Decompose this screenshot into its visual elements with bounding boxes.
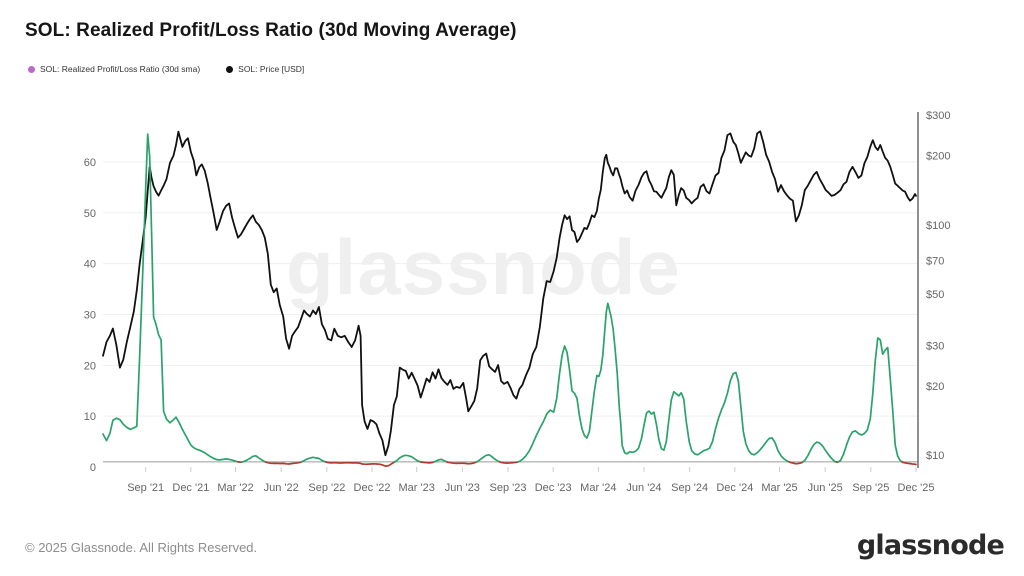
svg-text:30: 30 bbox=[84, 310, 96, 322]
svg-text:40: 40 bbox=[84, 259, 96, 271]
svg-text:Jun '22: Jun '22 bbox=[264, 482, 299, 494]
svg-text:60: 60 bbox=[84, 157, 96, 169]
svg-text:20: 20 bbox=[84, 360, 96, 372]
svg-text:$20: $20 bbox=[926, 381, 944, 393]
legend-item-label: SOL: Price [USD] bbox=[238, 64, 305, 74]
svg-text:Mar '23: Mar '23 bbox=[399, 482, 435, 494]
svg-text:Dec '22: Dec '22 bbox=[354, 482, 391, 494]
legend-item-label: SOL: Realized Profit/Loss Ratio (30d sma… bbox=[40, 64, 201, 74]
chart-legend: SOL: Realized Profit/Loss Ratio (30d sma… bbox=[28, 64, 304, 74]
svg-text:50: 50 bbox=[84, 208, 96, 220]
svg-text:Dec '25: Dec '25 bbox=[898, 482, 935, 494]
legend-item-price[interactable]: SOL: Price [USD] bbox=[226, 64, 304, 74]
svg-text:$30: $30 bbox=[926, 340, 944, 352]
price-series bbox=[102, 130, 917, 457]
svg-text:Sep '22: Sep '22 bbox=[308, 482, 345, 494]
svg-text:$70: $70 bbox=[926, 256, 944, 268]
svg-text:0: 0 bbox=[90, 462, 96, 474]
svg-text:Sep '25: Sep '25 bbox=[852, 482, 889, 494]
svg-text:Sep '23: Sep '23 bbox=[490, 482, 527, 494]
svg-text:Dec '21: Dec '21 bbox=[172, 482, 209, 494]
gridlines bbox=[103, 161, 918, 417]
left-axis: 0 10 20 30 40 50 60 bbox=[84, 157, 96, 474]
glassnode-logo[interactable]: glassnode bbox=[856, 530, 1005, 561]
svg-text:Sep '24: Sep '24 bbox=[671, 482, 708, 494]
svg-text:Jun '23: Jun '23 bbox=[445, 482, 480, 494]
svg-text:Mar '22: Mar '22 bbox=[217, 482, 253, 494]
page-title: SOL: Realized Profit/Loss Ratio (30d Mov… bbox=[25, 20, 517, 41]
svg-text:Mar '24: Mar '24 bbox=[580, 482, 616, 494]
svg-text:10: 10 bbox=[84, 411, 96, 423]
legend-dot-icon bbox=[28, 65, 35, 73]
svg-text:Jun '25: Jun '25 bbox=[808, 482, 843, 494]
svg-text:$100: $100 bbox=[926, 220, 950, 232]
legend-item-ratio[interactable]: SOL: Realized Profit/Loss Ratio (30d sma… bbox=[28, 64, 200, 74]
right-axis: $300 $200 $100 $70 $50 $30 $20 $10 bbox=[917, 110, 950, 468]
svg-text:Mar '25: Mar '25 bbox=[761, 482, 797, 494]
x-axis: Sep '21 Dec '21 Mar '22 Jun '22 Sep '22 Dec '… bbox=[127, 467, 934, 494]
ratio-series bbox=[102, 133, 917, 467]
svg-text:$10: $10 bbox=[926, 450, 944, 462]
legend-dot-icon bbox=[226, 65, 234, 73]
copyright-text: © 2025 Glassnode. All Rights Reserved. bbox=[25, 540, 258, 555]
svg-text:Jun '24: Jun '24 bbox=[626, 482, 661, 494]
svg-text:$200: $200 bbox=[926, 151, 950, 163]
svg-text:Dec '24: Dec '24 bbox=[716, 482, 753, 494]
svg-text:Sep '21: Sep '21 bbox=[127, 482, 164, 494]
svg-text:Dec '23: Dec '23 bbox=[535, 482, 572, 494]
svg-text:$50: $50 bbox=[926, 289, 944, 301]
svg-text:$300: $300 bbox=[926, 110, 950, 122]
